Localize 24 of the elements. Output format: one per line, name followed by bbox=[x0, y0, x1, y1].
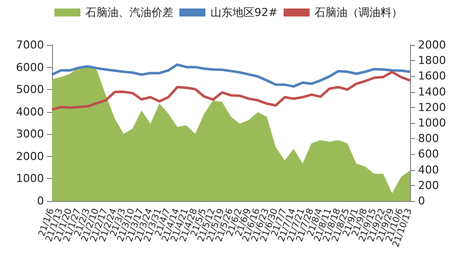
line-series bbox=[50, 63, 412, 88]
y-tick-label: 6000 bbox=[16, 60, 44, 74]
line-series bbox=[50, 70, 412, 111]
legend-label: 山东地区92# bbox=[210, 6, 278, 19]
y-tick-label: 7000 bbox=[16, 38, 44, 52]
y2-tick-label: 600 bbox=[418, 148, 439, 161]
y2-tick-label: 400 bbox=[418, 163, 439, 176]
y2-tick-label: 1000 bbox=[418, 116, 446, 130]
y2-tick-label: 200 bbox=[418, 178, 439, 192]
legend-label: 石脑油、汽油价差 bbox=[85, 6, 174, 19]
y2-tick-label: 0 bbox=[418, 194, 425, 208]
y-tick-label: 4000 bbox=[16, 105, 44, 118]
y-tick-label: 2000 bbox=[16, 150, 44, 163]
y2-tick-label: 2000 bbox=[418, 38, 446, 52]
y-tick-label: 3000 bbox=[16, 128, 44, 141]
y2-tick-label: 800 bbox=[418, 132, 439, 146]
y2-tick-label: 1600 bbox=[418, 70, 446, 83]
y-tick-label: 5000 bbox=[16, 83, 44, 96]
y2-tick-label: 1800 bbox=[418, 54, 446, 68]
legend-label: 石脑油（调油料） bbox=[314, 6, 403, 19]
y-tick-label: 0 bbox=[37, 194, 44, 208]
y-tick-label: 1000 bbox=[16, 172, 44, 186]
y2-tick-label: 1200 bbox=[418, 100, 446, 114]
y2-tick-label: 1400 bbox=[418, 85, 446, 98]
